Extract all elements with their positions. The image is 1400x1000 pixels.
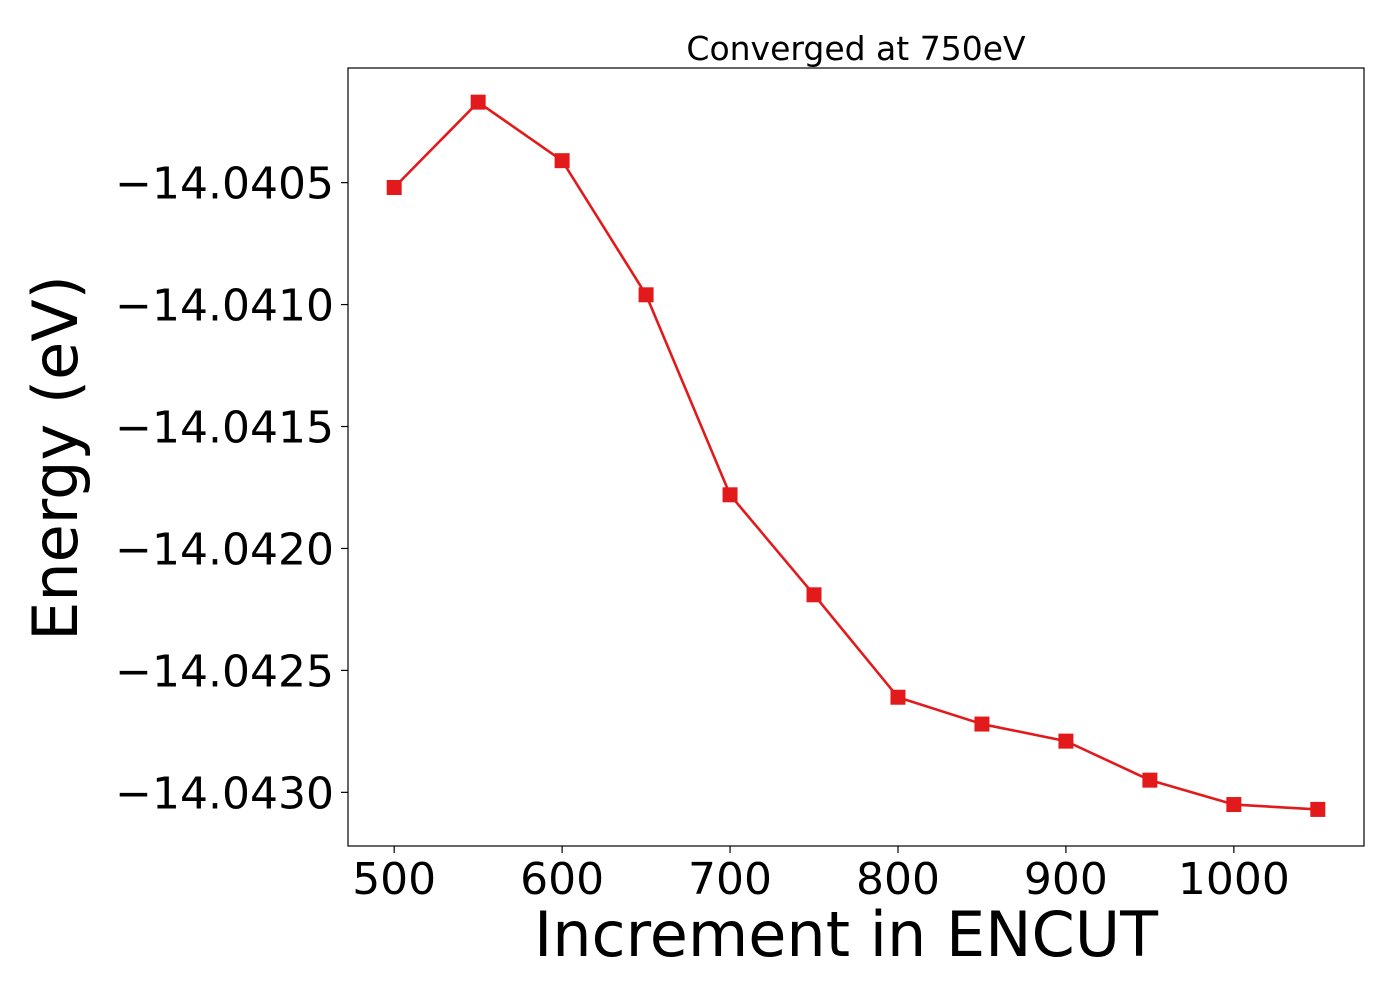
x-tick-label: 900	[1024, 854, 1108, 905]
data-point-marker	[1058, 733, 1074, 749]
data-point-marker	[974, 716, 990, 732]
y-tick-label: −14.0420	[115, 524, 334, 575]
data-point-marker	[1226, 797, 1242, 813]
plot-area	[347, 67, 1365, 847]
y-tick-label: −14.0415	[115, 403, 334, 454]
x-axis: 500 600 700 800 900 1000	[352, 846, 1290, 905]
data-point-marker	[470, 94, 486, 110]
series-layer	[386, 94, 1326, 817]
y-tick-label: −14.0410	[115, 281, 334, 332]
data-point-marker	[1310, 801, 1326, 817]
data-point-marker	[1142, 772, 1158, 788]
x-tick-label: 800	[856, 854, 940, 905]
x-tick-label: 700	[688, 854, 772, 905]
data-point-marker	[722, 487, 738, 503]
data-point-marker	[890, 689, 906, 705]
x-axis-label: Increment in ENCUT	[534, 898, 1159, 971]
data-point-marker	[806, 587, 822, 603]
y-axis-label: Energy (eV)	[19, 275, 92, 641]
x-tick-label: 600	[520, 854, 604, 905]
y-tick-label: −14.0405	[115, 159, 334, 210]
data-point-marker	[638, 287, 654, 303]
y-tick-label: −14.0425	[115, 646, 334, 697]
x-tick-label: 1000	[1178, 854, 1290, 905]
data-point-marker	[386, 180, 402, 196]
data-point-marker	[554, 153, 570, 169]
y-tick-label: −14.0430	[115, 768, 334, 819]
x-tick-label: 500	[352, 854, 436, 905]
chart-title: Converged at 750eV	[686, 29, 1026, 68]
y-axis: −14.0405 −14.0410 −14.0415 −14.0420 −14.0425…	[115, 159, 348, 819]
series-line	[393, 100, 1318, 811]
